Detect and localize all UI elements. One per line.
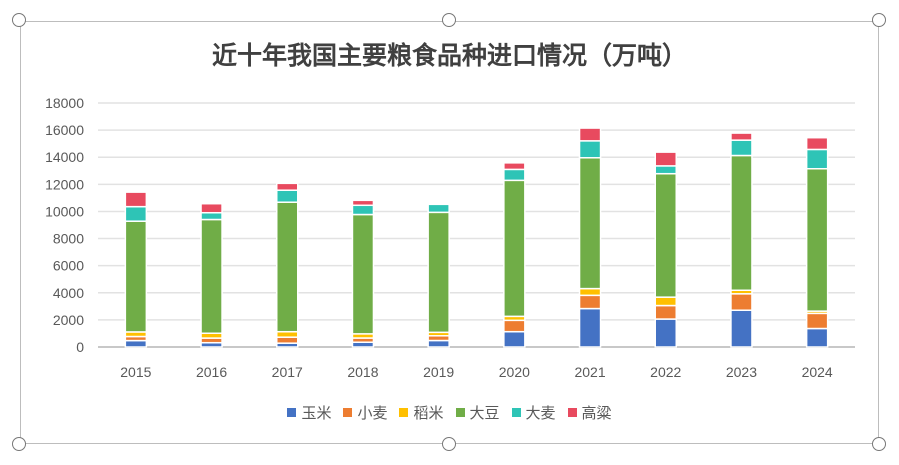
y-tick-label: 18000 (45, 95, 84, 111)
bar-segment (578, 307, 602, 348)
bar-segment (503, 319, 526, 333)
bar-segment (276, 336, 299, 344)
legend-item: 大麦 (511, 402, 556, 423)
x-tick-label: 2021 (574, 364, 605, 380)
bar-segment (124, 339, 148, 348)
legend: 玉米 小麦 稻米 大豆 大麦 高粱 (0, 402, 899, 423)
bar-segment (578, 294, 602, 310)
legend-item: 小麦 (343, 402, 387, 423)
legend-swatch (567, 408, 577, 417)
bar-segment (200, 218, 223, 335)
legend-item: 高粱 (567, 402, 612, 423)
legend-label: 大麦 (525, 404, 556, 422)
bar-segment (503, 168, 526, 182)
bar-segment (276, 201, 299, 333)
resize-handle-top-right[interactable] (872, 13, 886, 27)
x-tick-label: 2017 (272, 364, 303, 380)
resize-handle-bottom-left[interactable] (12, 437, 26, 451)
y-tick-label: 10000 (45, 203, 84, 219)
legend-label: 玉米 (301, 404, 332, 422)
bar-segment (276, 189, 299, 203)
bar-segment (805, 327, 829, 348)
bar-segment (124, 220, 148, 333)
legend-item: 大豆 (455, 402, 500, 423)
bar-segment (730, 139, 753, 157)
legend-item: 稻米 (399, 402, 444, 423)
x-tick-label: 2022 (650, 364, 681, 380)
resize-handle-top-left[interactable] (12, 13, 26, 27)
x-tick-label: 2016 (196, 364, 227, 380)
legend-swatch (287, 408, 297, 417)
bar-segment (503, 162, 526, 171)
bar-segment (578, 157, 602, 290)
legend-swatch (399, 408, 409, 417)
bar-segment (730, 154, 753, 292)
legend-label: 小麦 (357, 404, 388, 422)
bar-segment (427, 203, 450, 214)
x-tick-label: 2020 (499, 364, 530, 380)
legend-label: 高粱 (581, 404, 612, 422)
x-tick-label: 2015 (120, 364, 151, 380)
bar-segment (805, 167, 829, 312)
bar-segment (503, 330, 526, 348)
legend-swatch (511, 408, 521, 417)
y-tick-label: 2000 (53, 312, 84, 328)
y-tick-label: 16000 (45, 122, 84, 138)
x-tick-label: 2023 (726, 364, 757, 380)
bar-segment (578, 287, 602, 297)
bar-segment (654, 172, 677, 298)
bar-segment (654, 318, 677, 348)
bar-segment (124, 191, 148, 208)
bar-segment (351, 199, 375, 207)
y-tick-label: 0 (76, 339, 84, 355)
bar-segment (654, 151, 677, 167)
bar-segment (654, 165, 677, 175)
bar-segment (578, 127, 602, 142)
bar-segment (200, 202, 223, 214)
x-tick-label: 2019 (423, 364, 454, 380)
legend-item: 玉米 (287, 402, 331, 423)
legend-swatch (343, 408, 353, 417)
x-tick-label: 2024 (802, 364, 833, 380)
legend-label: 大豆 (469, 404, 500, 422)
y-tick-label: 12000 (45, 176, 84, 192)
bar-segment (276, 182, 299, 191)
bar-segment (730, 293, 753, 311)
bar-segment (427, 339, 450, 348)
bar-segment (654, 296, 677, 307)
legend-swatch (455, 408, 465, 417)
bar-segment (351, 213, 375, 335)
bar-segment (276, 330, 299, 338)
bar-segment (503, 179, 526, 318)
y-tick-label: 4000 (53, 285, 84, 301)
bar-segment (200, 211, 223, 221)
chart-title: 近十年我国主要粮食品种进口情况（万吨） (211, 41, 687, 70)
bar-segment (124, 205, 148, 222)
legend-label: 稻米 (413, 404, 444, 422)
resize-handle-bottom-right[interactable] (872, 437, 886, 451)
resize-handle-top-center[interactable] (442, 13, 456, 27)
bar-segment (730, 309, 753, 348)
bar-segment (654, 304, 677, 320)
x-tick-label: 2018 (347, 364, 378, 380)
bar-segment (730, 132, 753, 141)
bar-segment (427, 211, 450, 334)
y-tick-label: 8000 (53, 231, 84, 247)
bar-segment (805, 148, 829, 170)
bar-segment (578, 140, 602, 159)
bar-segment (351, 204, 375, 216)
bar-segment (805, 312, 829, 330)
y-tick-label: 14000 (45, 149, 84, 165)
resize-handle-bottom-center[interactable] (442, 437, 456, 451)
bar-segment (805, 136, 829, 151)
bar-segment (427, 202, 450, 206)
y-tick-label: 6000 (53, 258, 84, 274)
